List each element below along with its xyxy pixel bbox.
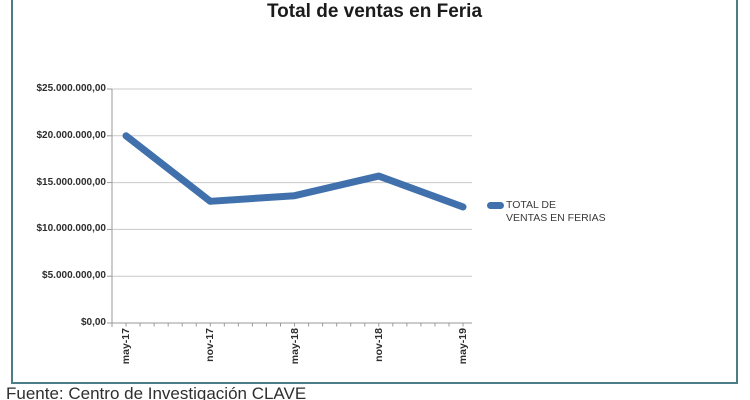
legend-label-line2: VENTAS EN FERIAS (506, 211, 606, 224)
legend: TOTAL DE VENTAS EN FERIAS (487, 199, 606, 224)
legend-label: TOTAL DE VENTAS EN FERIAS (506, 199, 606, 224)
chart-border-box (11, 0, 738, 384)
chart-title: Total de ventas en Feria (266, 1, 483, 22)
legend-line-marker-icon (487, 202, 504, 209)
source-caption: Fuente: Centro de Investigación CLAVE (6, 384, 307, 400)
legend-label-line1: TOTAL DE (506, 199, 556, 211)
data-line-total-ventas (122, 132, 467, 211)
